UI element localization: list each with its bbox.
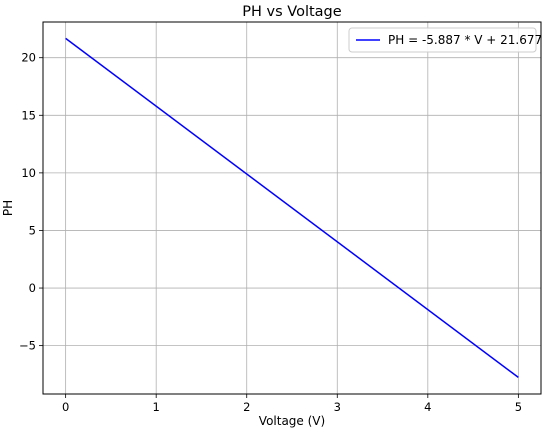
legend-box	[348, 27, 537, 53]
grid	[43, 22, 541, 394]
x-tick-label: 5	[515, 400, 522, 414]
y-tick-label: 20	[21, 51, 36, 65]
x-tick-label: 3	[334, 400, 341, 414]
x-tick-label: 2	[243, 400, 250, 414]
y-tick-label: 10	[21, 166, 36, 180]
x-tick-label: 1	[153, 400, 160, 414]
plot-frame	[42, 21, 542, 395]
y-tick-label: 15	[21, 108, 36, 122]
x-tick-label: 0	[62, 400, 69, 414]
y-tick-label: 5	[29, 223, 36, 237]
x-axis-title: Voltage (V)	[259, 414, 325, 428]
chart-title: PH vs Voltage	[242, 4, 341, 20]
series-layer	[65, 37, 519, 378]
legend: PH = -5.887 * V + 21.677	[348, 27, 542, 53]
y-axis-title: PH	[1, 200, 15, 216]
ticks: 0 1 2 3 4 5 −5 0 5 10 15 20	[19, 51, 522, 414]
y-tick-label: 0	[29, 281, 36, 295]
y-tick-label: −5	[19, 339, 36, 353]
series-line	[65, 37, 519, 378]
x-tick-label: 4	[424, 400, 431, 414]
legend-label: PH = -5.887 * V + 21.677	[388, 33, 542, 47]
